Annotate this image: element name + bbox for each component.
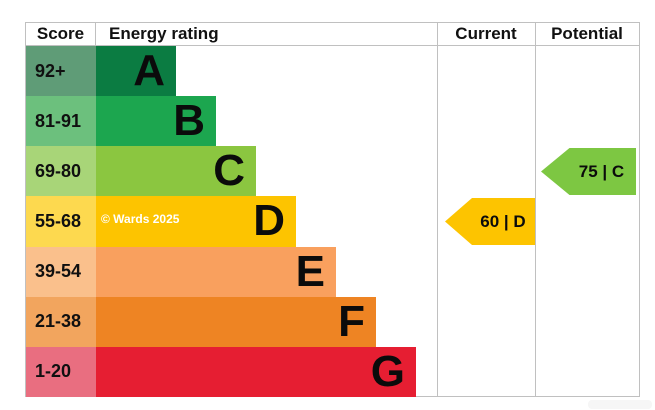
- table-row: 92+ A: [26, 46, 639, 97]
- epc-table: Score Energy rating Current Potential 92…: [25, 22, 640, 397]
- header-potential: Potential: [551, 24, 623, 43]
- rating-letter: E: [295, 246, 325, 296]
- rating-bar-a: A: [96, 46, 176, 97]
- score-range-c: 69-80: [26, 146, 96, 197]
- header-current: Current: [455, 24, 517, 43]
- copyright-watermark: © Wards 2025: [101, 212, 180, 226]
- table-header-row: Score Energy rating Current Potential: [26, 23, 639, 46]
- rating-letter: B: [173, 96, 205, 146]
- rating-letter: C: [213, 146, 245, 196]
- rating-bar-c: C: [96, 146, 256, 197]
- table-row: 1-20 G: [26, 346, 639, 397]
- rating-bar-f: F: [96, 296, 376, 347]
- score-range-e: 39-54: [26, 246, 96, 297]
- score-range-label: 55-68: [35, 210, 82, 231]
- score-range-label: 92+: [35, 60, 66, 81]
- score-range-label: 69-80: [35, 160, 82, 181]
- rating-bar-g: G: [96, 346, 416, 397]
- potential-column-divider: [535, 23, 536, 397]
- rating-letter: F: [338, 296, 365, 346]
- rating-letter: A: [133, 46, 165, 96]
- score-range-label: 39-54: [35, 261, 82, 282]
- table-row: 39-54 E: [26, 246, 639, 297]
- score-range-b: 81-91: [26, 96, 96, 147]
- table-row: 69-80 C: [26, 146, 639, 197]
- score-range-d: 55-68: [26, 196, 96, 247]
- current-column-divider: [437, 23, 438, 397]
- table-row: 81-91 B: [26, 96, 639, 147]
- rating-letter: G: [370, 346, 405, 396]
- current-rating-label: 60 | D: [480, 211, 526, 231]
- score-range-a: 92+: [26, 46, 96, 97]
- faint-watermark: [588, 400, 652, 409]
- rating-letter: D: [253, 196, 285, 246]
- rating-bar-d: D: [96, 196, 296, 247]
- header-score: Score: [26, 23, 96, 45]
- score-range-f: 21-38: [26, 296, 96, 347]
- table-row: 55-68 D: [26, 196, 639, 247]
- potential-rating-label: 75 | C: [578, 161, 625, 181]
- score-range-label: 21-38: [35, 311, 82, 332]
- rating-bar-e: E: [96, 246, 336, 297]
- table-row: 21-38 F: [26, 296, 639, 347]
- score-range-label: 1-20: [35, 361, 72, 382]
- header-energy-rating: Energy rating: [109, 24, 219, 43]
- score-range-label: 81-91: [35, 110, 82, 131]
- rating-bar-b: B: [96, 96, 216, 147]
- table-body: 92+ A 81-91 B 69-80 C 55-68 D 39-54 E 21…: [26, 23, 639, 397]
- score-range-g: 1-20: [26, 346, 96, 397]
